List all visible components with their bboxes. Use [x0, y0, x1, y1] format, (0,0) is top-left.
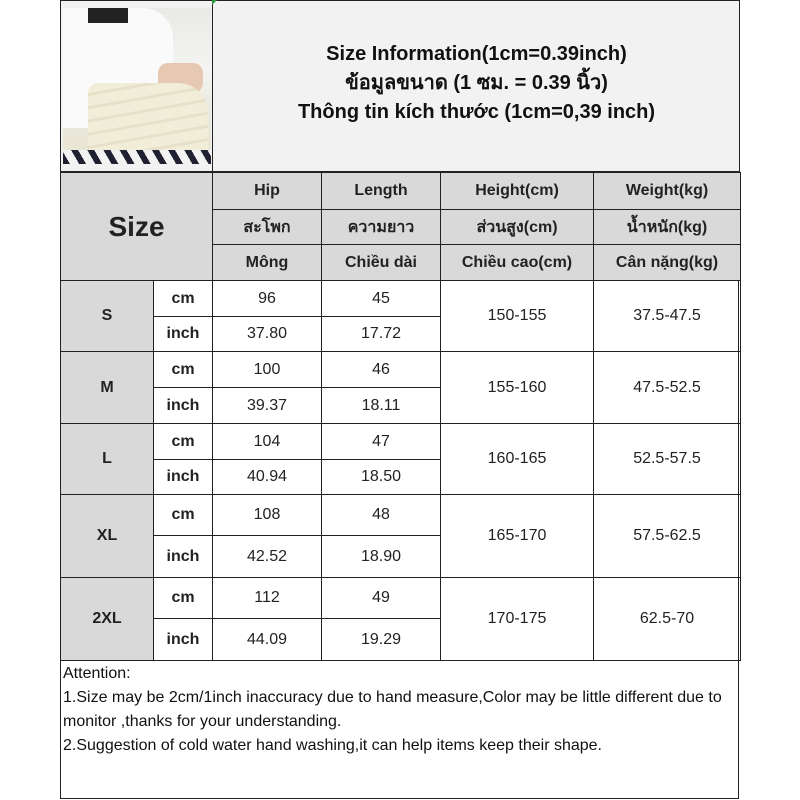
unit-inch: inch	[153, 535, 213, 578]
hip-inch: 44.09	[212, 618, 322, 661]
size-cell: S	[60, 280, 154, 352]
length-inch: 18.50	[321, 459, 441, 495]
length-cm: 46	[321, 351, 441, 388]
table-row-cm: 2XL cm 112 49 170-175 62.5-70	[60, 577, 741, 661]
product-photo	[63, 8, 211, 164]
col-height-vi: Chiều cao(cm)	[440, 244, 594, 281]
height-range: 170-175	[440, 577, 594, 661]
size-table: Size Hip Length Height(cm) Weight(kg) สะ…	[60, 172, 741, 661]
table-row-inch: inch 40.94 18.50	[61, 459, 741, 495]
hip-cm: 104	[212, 423, 322, 460]
col-hip-vi: Mông	[212, 244, 322, 281]
table-row-inch: inch 44.09 19.29	[61, 618, 741, 661]
unit-inch: inch	[153, 618, 213, 661]
height-range: 165-170	[440, 494, 594, 578]
cell-marker	[212, 0, 217, 5]
size-cell: XL	[60, 494, 154, 578]
table-row-inch: inch 37.80 17.72	[61, 316, 741, 352]
col-weight-vi: Cân nặng(kg)	[593, 244, 741, 281]
col-hip-en: Hip	[212, 172, 322, 210]
unit-cm: cm	[153, 351, 213, 388]
length-inch: 18.90	[321, 535, 441, 578]
unit-inch: inch	[153, 316, 213, 352]
unit-cm: cm	[153, 423, 213, 460]
weight-range: 57.5-62.5	[593, 494, 741, 578]
unit-cm: cm	[153, 577, 213, 619]
weight-range: 52.5-57.5	[593, 423, 741, 495]
unit-cm: cm	[153, 280, 213, 317]
col-height-en: Height(cm)	[440, 172, 594, 210]
unit-inch: inch	[153, 387, 213, 424]
height-range: 160-165	[440, 423, 594, 495]
title-english: Size Information(1cm=0.39inch)	[326, 43, 627, 65]
unit-inch: inch	[153, 459, 213, 495]
hip-inch: 40.94	[212, 459, 322, 495]
size-cell: L	[60, 423, 154, 495]
length-inch: 18.11	[321, 387, 441, 424]
weight-range: 62.5-70	[593, 577, 741, 661]
table-row-inch: inch 39.37 18.11	[61, 387, 741, 424]
table-row-inch: inch 42.52 18.90	[61, 535, 741, 578]
title-thai: ข้อมูลขนาด (1 ซม. = 0.39 นิ้ว)	[345, 72, 608, 94]
size-cell: M	[60, 351, 154, 424]
weight-range: 37.5-47.5	[593, 280, 741, 352]
header-title: Size Information(1cm=0.39inch) ข้อมูลขนา…	[213, 40, 740, 127]
col-hip-th: สะโพก	[212, 209, 322, 245]
size-cell: 2XL	[60, 577, 154, 661]
hip-cm: 112	[212, 577, 322, 619]
weight-range: 47.5-52.5	[593, 351, 741, 424]
length-cm: 49	[321, 577, 441, 619]
table-row-cm: XL cm 108 48 165-170 57.5-62.5	[60, 494, 741, 578]
height-range: 150-155	[440, 280, 594, 352]
col-height-th: ส่วนสูง(cm)	[440, 209, 594, 245]
col-length-th: ความยาว	[321, 209, 441, 245]
note-2: 2.Suggestion of cold water hand washing,…	[63, 737, 602, 754]
hip-inch: 42.52	[212, 535, 322, 578]
length-cm: 47	[321, 423, 441, 460]
notes-heading: Attention:	[63, 665, 131, 682]
hip-cm: 100	[212, 351, 322, 388]
col-length-en: Length	[321, 172, 441, 210]
length-inch: 19.29	[321, 618, 441, 661]
hip-inch: 37.80	[212, 316, 322, 352]
hip-cm: 96	[212, 280, 322, 317]
size-header: Size	[60, 172, 213, 281]
col-length-vi: Chiều dài	[321, 244, 441, 281]
hip-cm: 108	[212, 494, 322, 536]
col-weight-th: น้ำหนัก(kg)	[593, 209, 741, 245]
length-cm: 45	[321, 280, 441, 317]
hip-inch: 39.37	[212, 387, 322, 424]
title-vietnamese: Thông tin kích thước (1cm=0,39 inch)	[297, 101, 656, 123]
col-weight-en: Weight(kg)	[593, 172, 741, 210]
divider	[212, 0, 213, 172]
attention-notes: Attention: 1.Size may be 2cm/1inch inacc…	[63, 662, 738, 758]
note-1: 1.Size may be 2cm/1inch inaccuracy due t…	[63, 689, 722, 730]
length-cm: 48	[321, 494, 441, 536]
height-range: 155-160	[440, 351, 594, 424]
length-inch: 17.72	[321, 316, 441, 352]
unit-cm: cm	[153, 494, 213, 536]
